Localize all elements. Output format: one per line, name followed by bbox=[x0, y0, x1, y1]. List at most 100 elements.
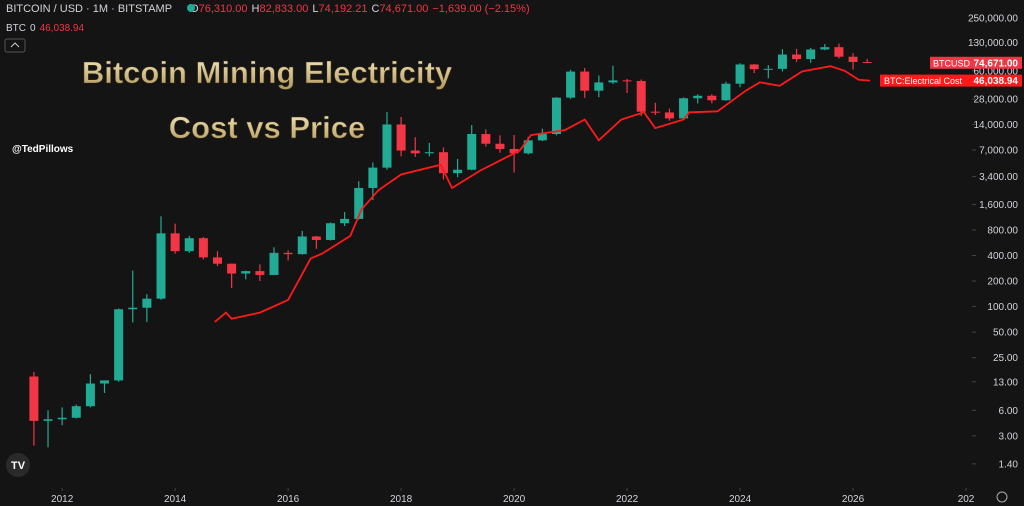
x-tick-label: 2016 bbox=[277, 494, 300, 505]
candle-body bbox=[664, 112, 674, 119]
y-tick-label: 800.00 bbox=[987, 225, 1018, 236]
plot-area bbox=[29, 43, 872, 448]
candle-body bbox=[551, 97, 561, 135]
candle-body bbox=[311, 236, 321, 240]
candle-body bbox=[43, 419, 53, 421]
candle-body bbox=[566, 71, 576, 98]
candle-body bbox=[57, 417, 67, 420]
candle-body bbox=[735, 64, 745, 84]
candle-body bbox=[792, 54, 802, 60]
candle-body bbox=[537, 134, 547, 141]
candle-body bbox=[424, 152, 434, 154]
candle-body bbox=[156, 233, 166, 299]
y-tick-label: 400.00 bbox=[987, 251, 1018, 262]
price-tag-bg bbox=[930, 56, 1022, 69]
candle-body bbox=[481, 134, 491, 144]
candle-body bbox=[693, 95, 703, 99]
author: @TedPillows bbox=[12, 144, 74, 155]
candle-body bbox=[269, 252, 279, 275]
ohlc-key: H bbox=[252, 3, 260, 15]
candle-body bbox=[622, 80, 632, 82]
candle-body bbox=[198, 238, 208, 258]
x-tick-label: 2014 bbox=[164, 494, 187, 505]
candle-body bbox=[241, 271, 251, 274]
indicator-param: 0 bbox=[30, 23, 36, 34]
candle-body bbox=[142, 298, 152, 308]
ohlc-value: 76,310.00 bbox=[199, 3, 248, 15]
candle-body bbox=[340, 218, 350, 224]
y-tick-label: 1.40 bbox=[999, 459, 1019, 470]
candle-body bbox=[523, 140, 533, 154]
x-tick-label: 2020 bbox=[503, 494, 526, 505]
price-tag-name: BTCUSD bbox=[933, 58, 971, 68]
logo-mark: TV bbox=[11, 460, 26, 472]
candle-body bbox=[184, 238, 194, 252]
logo bbox=[6, 453, 30, 477]
y-tick-label: 200.00 bbox=[987, 277, 1018, 288]
candle-body bbox=[100, 380, 110, 384]
candle-body bbox=[594, 82, 604, 91]
y-tick-label: 7,000.00 bbox=[979, 146, 1018, 157]
x-tick-label: 2026 bbox=[842, 494, 865, 505]
header: BITCOIN / USD · 1M · BITSTAMPO76,310.00H… bbox=[6, 3, 530, 15]
candle-body bbox=[410, 150, 420, 154]
candle-body bbox=[227, 263, 237, 274]
ohlc-value: 82,833.00 bbox=[259, 3, 308, 15]
candle-body bbox=[608, 80, 618, 83]
y-tick-label: 25.00 bbox=[993, 353, 1018, 364]
candle-body bbox=[721, 83, 731, 101]
ohlc-key: C bbox=[371, 3, 379, 15]
candle-body bbox=[636, 81, 646, 112]
price-tag-bg bbox=[880, 74, 1022, 87]
ohlc-key: L bbox=[312, 3, 318, 15]
collapse-button[interactable] bbox=[4, 38, 26, 53]
candle-body bbox=[834, 47, 844, 57]
collapse-icon bbox=[10, 42, 20, 48]
x-tick-label: 2024 bbox=[729, 494, 752, 505]
candle-body bbox=[213, 257, 223, 264]
title: Cost vs Price bbox=[169, 110, 365, 145]
status-dot bbox=[187, 4, 195, 12]
candle-body bbox=[438, 152, 448, 174]
candle-body bbox=[368, 167, 378, 188]
x-tick-label: 2012 bbox=[51, 494, 74, 505]
y-tick-label: 13.00 bbox=[993, 377, 1018, 388]
y-tick-label: 50.00 bbox=[993, 328, 1018, 339]
candle-body bbox=[354, 187, 364, 219]
y-tick-label: 60,000.00 bbox=[974, 66, 1019, 77]
candle-body bbox=[114, 309, 124, 381]
candle-body bbox=[806, 49, 816, 60]
x-tick-label: 2022 bbox=[616, 494, 639, 505]
indicator-value: 46,038.94 bbox=[40, 23, 85, 34]
candle-body bbox=[763, 68, 773, 70]
price-tag-value: 74,671.00 bbox=[974, 58, 1019, 69]
y-tick-label: 3.00 bbox=[999, 431, 1019, 442]
candle-body bbox=[707, 95, 717, 101]
candle-body bbox=[467, 134, 477, 170]
candle-body bbox=[453, 169, 463, 174]
y-tick-label: 28,000.00 bbox=[974, 94, 1019, 105]
candle-body bbox=[128, 307, 138, 310]
candle-body bbox=[862, 61, 872, 63]
y-tick-label: 100.00 bbox=[987, 302, 1018, 313]
candle-body bbox=[820, 47, 830, 50]
ohlc-value: 74,671.00 bbox=[379, 3, 428, 15]
y-tick-label: 250,000.00 bbox=[968, 14, 1018, 25]
cost-line bbox=[214, 65, 871, 323]
candle-body bbox=[71, 406, 81, 418]
y-tick-label: 130,000.00 bbox=[968, 38, 1018, 49]
candle-body bbox=[509, 148, 519, 154]
candle-body bbox=[255, 271, 265, 275]
candle-body bbox=[170, 233, 180, 252]
price-tag-value: 46,038.94 bbox=[974, 76, 1019, 87]
candle-body bbox=[848, 56, 858, 62]
candle-body bbox=[580, 71, 590, 91]
candle-body bbox=[777, 54, 787, 69]
settings-icon[interactable] bbox=[996, 491, 1008, 503]
x-tick-label: 202 bbox=[958, 494, 975, 505]
candle-body bbox=[29, 376, 39, 421]
candle-body bbox=[749, 64, 759, 70]
title: Bitcoin Mining Electricity bbox=[82, 55, 453, 90]
x-tick-label: 2018 bbox=[390, 494, 413, 505]
candle-body bbox=[679, 98, 689, 119]
